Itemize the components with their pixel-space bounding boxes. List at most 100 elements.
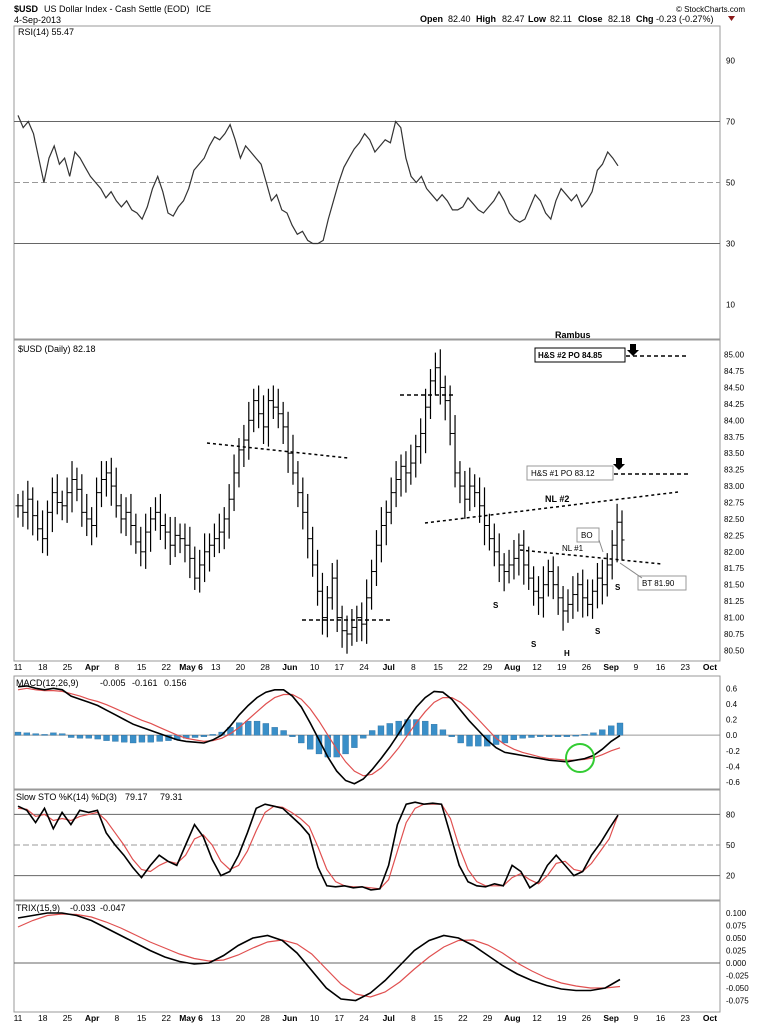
x-tick-label: 18 [38, 1013, 48, 1023]
macd-histogram-bar [501, 735, 509, 744]
watermark: © StockCharts.com [676, 5, 745, 14]
x-tick-label: 25 [63, 662, 73, 672]
hs2-target-label: H&S #2 PO 84.85 [538, 351, 603, 360]
stochastic-panel: 80 50 20 [14, 801, 735, 891]
macd-histogram-bar [41, 734, 48, 736]
macd-signal-line [17, 687, 621, 777]
price-y-tick: 83.25 [724, 466, 745, 475]
neckline-left [206, 442, 349, 459]
shoulder-label-2: S [531, 640, 537, 649]
macd-signal-value: -0.161 [132, 678, 158, 688]
nl2-label: NL #2 [545, 494, 569, 504]
trix-y-tick: 0.000 [726, 959, 747, 968]
price-y-tick: 84.25 [724, 400, 745, 409]
x-tick-label: 22 [458, 1013, 468, 1023]
x-tick-label: 22 [162, 1013, 172, 1023]
hs1-down-arrow-icon [613, 458, 625, 470]
macd-histogram-bar [59, 733, 66, 736]
macd-y-tick: -0.2 [726, 747, 740, 756]
macd-histogram-bar [422, 720, 429, 736]
macd-histogram-bar [368, 730, 376, 736]
macd-histogram-bar [342, 735, 349, 755]
macd-histogram-bar [430, 724, 438, 736]
price-y-tick: 84.50 [724, 383, 745, 392]
macd-histogram-bar [129, 735, 137, 744]
x-tick-label: 15 [433, 1013, 443, 1023]
price-y-tick: 83.50 [724, 449, 745, 458]
bo-box [576, 527, 600, 543]
bt-pointer [619, 562, 643, 579]
price-panel-frame [13, 339, 721, 662]
macd-histogram-bar [306, 735, 314, 750]
price-y-tick: 81.50 [724, 581, 745, 590]
sto-d-line [17, 803, 619, 890]
shoulder-label-1: S [493, 601, 499, 610]
sto-d-value: 79.31 [160, 792, 183, 802]
price-y-tick: 81.00 [724, 614, 745, 623]
macd-histogram-bar [351, 735, 358, 748]
macd-histogram-bar [147, 735, 154, 743]
x-tick-label: 17 [335, 662, 345, 672]
trix-value: -0.033 [70, 903, 96, 913]
neckline-1 [519, 549, 663, 565]
price-y-tick: 82.75 [724, 499, 745, 508]
head-label: H [564, 649, 570, 658]
x-tick-label: 25 [63, 1013, 73, 1023]
x-tick-label: 12 [532, 1013, 542, 1023]
macd-hist-value: 0.156 [164, 678, 187, 688]
macd-histogram-bar [112, 735, 119, 742]
macd-histogram-bar [94, 735, 101, 740]
macd-histogram-bar [200, 735, 208, 737]
macd-y-tick: -0.4 [726, 762, 740, 771]
x-tick-label: 13 [211, 662, 221, 672]
trix-y-tick: -0.075 [726, 997, 749, 1006]
author-label: Rambus [555, 330, 591, 340]
price-y-tick: 85.00 [724, 351, 745, 360]
trix-y-tick: -0.025 [726, 972, 749, 981]
macd-histogram-bar [554, 735, 562, 737]
price-y-tick: 81.75 [724, 564, 745, 573]
macd-histogram-bar [616, 722, 624, 736]
macd-histogram-bar [607, 725, 615, 736]
trix-y-tick: 0.075 [726, 922, 747, 931]
trix-line [17, 912, 621, 1002]
price-y-tick: 84.00 [724, 416, 745, 425]
close-value: 82.18 [608, 14, 631, 24]
rsi-y-tick: 90 [726, 57, 735, 66]
bt-label: BT 81.90 [642, 579, 675, 588]
trix-y-tick: 0.050 [726, 934, 747, 943]
x-tick-label: Oct [703, 662, 717, 672]
shoulder-label-4: S [615, 583, 621, 592]
shoulder-label-3: S [595, 627, 601, 636]
price-y-tick: 81.25 [724, 597, 745, 606]
macd-histogram-bar [528, 735, 535, 738]
rsi-y-tick: 30 [726, 240, 735, 249]
sto-label: Slow STO %K(14) %D(3) [16, 792, 117, 802]
macd-histogram-bar [156, 735, 163, 742]
macd-histogram-bar [466, 735, 473, 747]
macd-histogram-bar [457, 735, 464, 744]
price-y-tick: 82.00 [724, 548, 745, 557]
trix-legend: TRIX(15,9) -0.033 -0.047 [16, 903, 126, 913]
x-tick-label: 29 [483, 1013, 493, 1023]
x-tick-label: May 6 [179, 662, 203, 672]
macd-histogram-bar [572, 735, 579, 737]
macd-histogram-bar [245, 720, 252, 736]
x-tick-label: 10 [310, 662, 320, 672]
macd-histogram-bar [563, 735, 571, 737]
x-tick-label: 19 [557, 1013, 567, 1023]
rsi-y-tick: 50 [726, 179, 735, 188]
macd-histogram-bar [537, 735, 544, 737]
trix-label: TRIX(15,9) [16, 903, 60, 913]
macd-histogram-bar [103, 735, 110, 741]
x-tick-label: Sep [603, 662, 619, 672]
x-tick-label: 22 [458, 662, 468, 672]
macd-histogram-bar [50, 732, 57, 736]
price-y-tick: 82.50 [724, 515, 745, 524]
macd-histogram-bar [262, 723, 270, 736]
exchange: ICE [196, 4, 211, 14]
high-label: High [476, 14, 496, 24]
x-tick-label: May 6 [179, 1013, 203, 1023]
sto-k-line [17, 801, 619, 891]
